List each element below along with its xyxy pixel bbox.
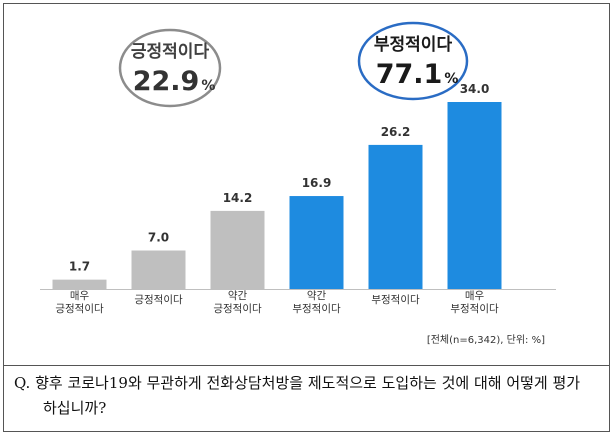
summary-value-2: 77.1 — [376, 59, 443, 90]
category-label-3-2: 긍정적이다 — [213, 303, 262, 315]
bar-2 — [131, 250, 186, 289]
category-label-2-1: 긍정적이다 — [134, 294, 183, 306]
bar-5 — [368, 144, 423, 289]
bar-value-label-4: 16.9 — [302, 176, 332, 190]
summary-label-1: 긍정적이다 — [131, 42, 210, 62]
bar-3 — [210, 210, 265, 289]
category-label-1-1: 매우 — [70, 290, 90, 302]
bar-6 — [447, 102, 502, 289]
category-label-6-1: 매우 — [465, 290, 485, 302]
summary-bubble-2 — [357, 21, 469, 101]
sample-note: [전체(n=6,342), 단위: %] — [427, 333, 545, 346]
category-label-4-1: 약간 — [307, 290, 327, 302]
category-label-1-2: 긍정적이다 — [55, 303, 104, 315]
bar-1 — [52, 279, 107, 289]
category-label-4-2: 부정적이다 — [292, 303, 341, 315]
summary-value-1: 22.9 — [133, 66, 200, 97]
question-line-2: 하십니까? — [43, 399, 107, 417]
divider-line — [4, 365, 609, 366]
bar-value-label-5: 26.2 — [381, 125, 411, 139]
bar-value-label-6: 34.0 — [460, 82, 490, 96]
category-label-3-1: 약간 — [228, 290, 248, 302]
survey-question: Q. 향후 코로나19와 무관하게 전화상담처방을 제도적으로 도입하는 것에 … — [14, 371, 604, 421]
question-line-1: Q. 향후 코로나19와 무관하게 전화상담처방을 제도적으로 도입하는 것에 … — [14, 374, 581, 392]
bar-value-label-1: 1.7 — [69, 260, 90, 274]
category-label-6-2: 부정적이다 — [450, 303, 499, 315]
summary-label-2: 부정적이다 — [374, 35, 453, 55]
bar-value-label-3: 14.2 — [223, 191, 253, 205]
category-label-5-1: 부정적이다 — [371, 294, 420, 306]
bar-4 — [289, 196, 344, 289]
chart-frame: Q. 향후 코로나19와 무관하게 전화상담처방을 제도적으로 도입하는 것에 … — [3, 3, 610, 432]
summary-unit-1: % — [201, 78, 215, 94]
summary-bubble-1 — [118, 28, 222, 108]
summary-unit-2: % — [444, 71, 458, 87]
bar-value-label-2: 7.0 — [148, 231, 169, 245]
